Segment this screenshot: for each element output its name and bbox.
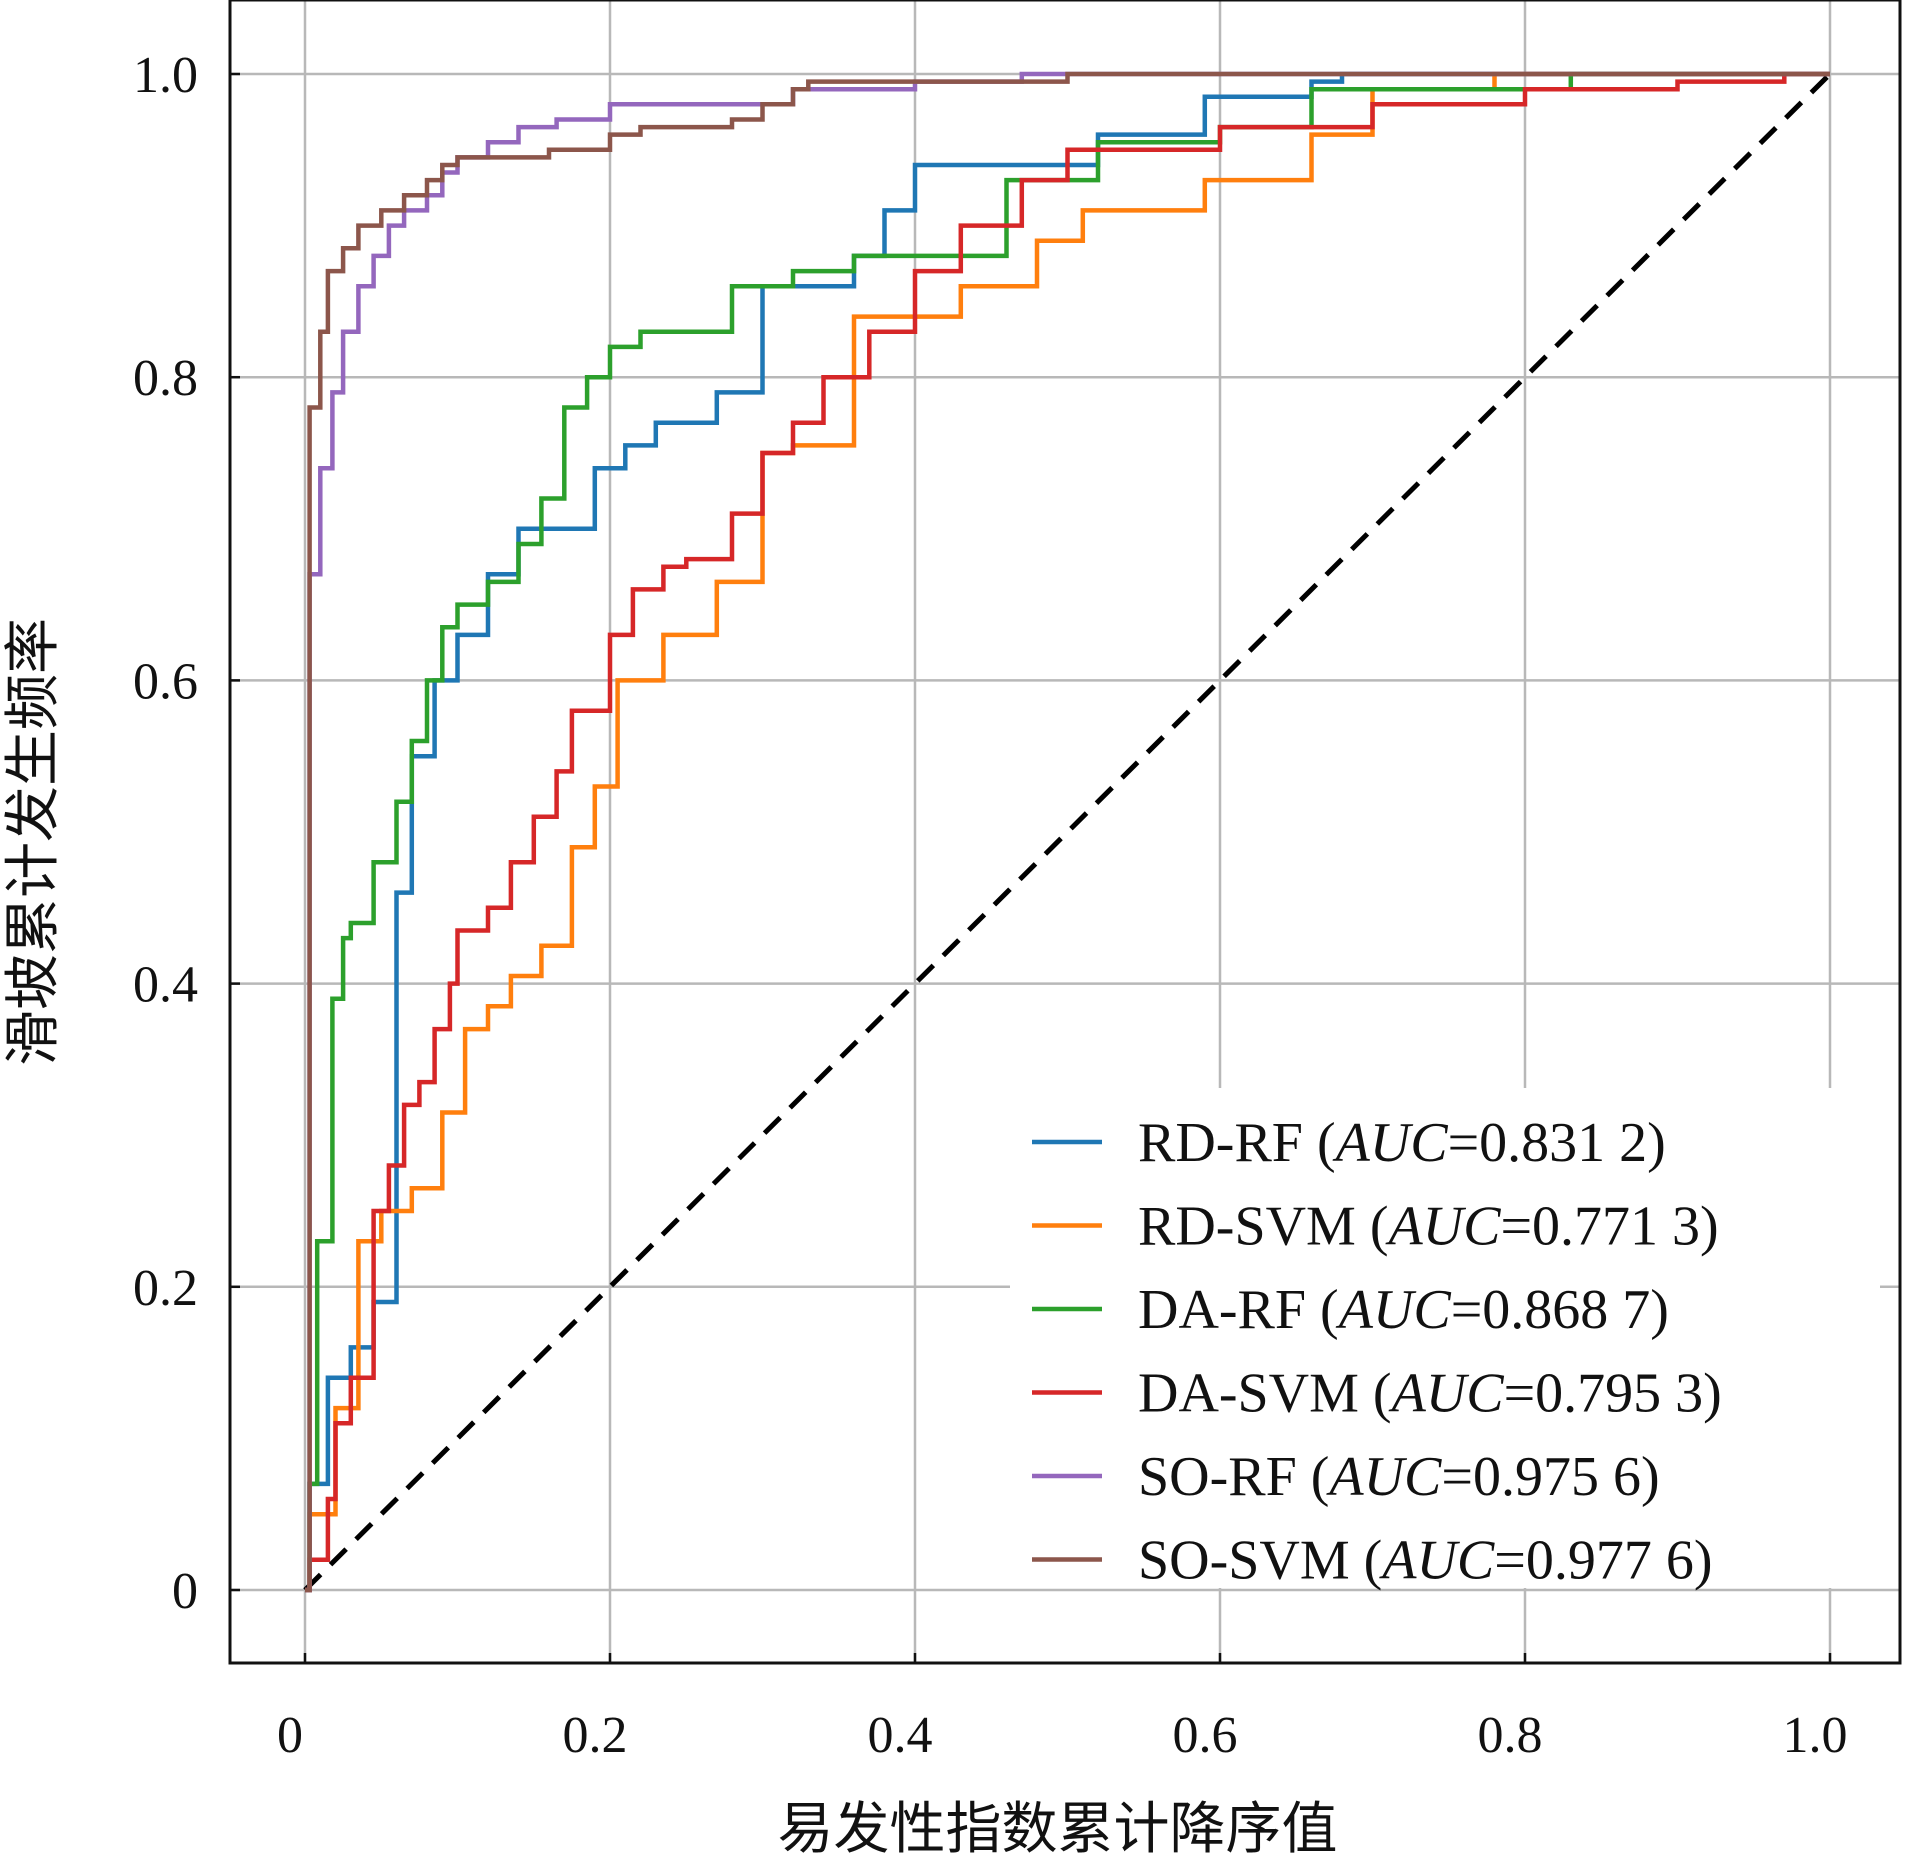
x-tick-label: 0 <box>277 1707 303 1764</box>
y-tick-label: 0.2 <box>133 1260 198 1317</box>
plot-frame <box>228 0 1902 1665</box>
y-tick-label: 0 <box>172 1563 198 1620</box>
legend-auc-label: AUC <box>1332 1112 1449 1174</box>
legend-series-name: DA-RF ( <box>1138 1279 1339 1341</box>
legend-label-so-svm: SO-SVM (AUC=0.977 6) <box>1138 1530 1713 1592</box>
y-tick-label: 0.6 <box>133 653 198 710</box>
legend-label-da-svm: DA-SVM (AUC=0.795 3) <box>1138 1363 1722 1425</box>
legend-label-da-rf: DA-RF (AUC=0.868 7) <box>1138 1279 1669 1341</box>
legend-auc-value: =0.975 6) <box>1441 1446 1659 1508</box>
legend-auc-value: =0.831 2) <box>1448 1112 1666 1174</box>
legend: RD-RF (AUC=0.831 2)RD-SVM (AUC=0.771 3)D… <box>1010 1088 1880 1592</box>
y-tick-label: 0.8 <box>133 350 198 407</box>
legend-auc-label: AUC <box>1378 1530 1495 1592</box>
x-tick-label: 0.4 <box>868 1707 933 1764</box>
series-line-da-svm <box>305 71 1830 1593</box>
series-layer <box>305 71 1830 1593</box>
legend-label-rd-rf: RD-RF (AUC=0.831 2) <box>1138 1112 1666 1174</box>
legend-background <box>1010 1088 1880 1588</box>
legend-auc-label: AUC <box>1384 1196 1501 1258</box>
legend-auc-label: AUC <box>1325 1446 1442 1508</box>
x-tick-label: 0.6 <box>1173 1707 1238 1764</box>
legend-auc-value: =0.795 3) <box>1504 1363 1722 1425</box>
series-line-so-svm <box>305 71 1830 1593</box>
y-axis-title: 滑坡累计发生频率 <box>3 618 65 1066</box>
x-axis-title: 易发性指数累计降序值 <box>778 1799 1338 1861</box>
x-tick-label: 0.8 <box>1478 1707 1543 1764</box>
legend-series-name: RD-SVM ( <box>1138 1196 1388 1258</box>
legend-auc-label: AUC <box>1335 1279 1452 1341</box>
legend-series-name: DA-SVM ( <box>1138 1363 1392 1425</box>
legend-label-so-rf: SO-RF (AUC=0.975 6) <box>1138 1446 1660 1508</box>
x-tick-label: 1.0 <box>1783 1707 1848 1764</box>
legend-auc-label: AUC <box>1388 1363 1505 1425</box>
y-tick-label: 1.0 <box>133 47 198 104</box>
legend-auc-value: =0.771 3) <box>1500 1196 1718 1258</box>
legend-auc-value: =0.868 7) <box>1451 1279 1669 1341</box>
y-tick-label: 0.4 <box>133 957 198 1014</box>
legend-series-name: SO-RF ( <box>1138 1446 1329 1508</box>
legend-auc-value: =0.977 6) <box>1494 1530 1712 1592</box>
x-tick-label: 0.2 <box>563 1707 628 1764</box>
tick-layer: 0 0.2 0.4 0.6 0.8 1.0 0 0.2 0.4 0.6 0.8 1.0 <box>133 47 1848 1764</box>
legend-series-name: SO-SVM ( <box>1138 1530 1382 1592</box>
series-line-rd-svm <box>305 71 1830 1593</box>
legend-label-rd-svm: RD-SVM (AUC=0.771 3) <box>1138 1196 1719 1258</box>
legend-series-name: RD-RF ( <box>1138 1112 1336 1174</box>
